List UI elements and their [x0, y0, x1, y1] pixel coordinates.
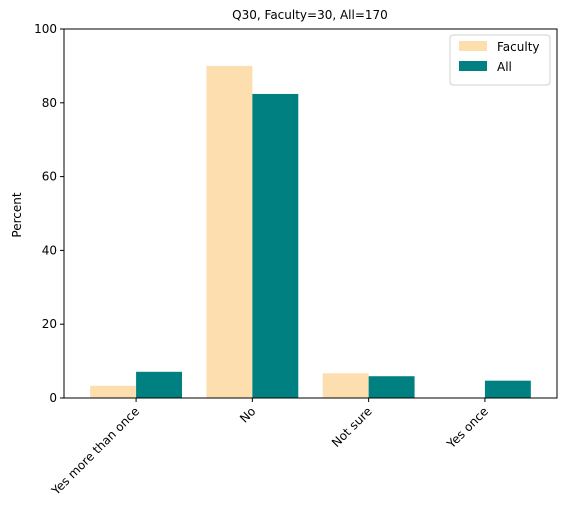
x-tick-label: Yes once	[444, 404, 491, 451]
y-tick-label: 0	[49, 391, 57, 405]
y-axis-label: Percent	[10, 192, 24, 237]
x-tick-label: Yes more than once	[48, 404, 142, 498]
chart-title: Q30, Faculty=30, All=170	[232, 8, 388, 22]
legend-label-all: All	[497, 60, 512, 74]
bar-faculty-0	[90, 385, 137, 398]
x-axis: Yes more than once No Not sure Yes once	[48, 398, 491, 498]
bar-faculty-1	[206, 65, 253, 399]
legend-swatch-all	[459, 61, 487, 71]
bar-all-3	[484, 380, 531, 398]
y-tick-label: 20	[42, 317, 57, 331]
x-tick-label: Not sure	[329, 404, 375, 450]
bars-group	[90, 65, 531, 399]
bar-faculty-2	[322, 373, 369, 398]
y-axis: 0 20 40 60 80 100	[34, 22, 64, 405]
bar-all-0	[136, 371, 183, 398]
plot-frame	[63, 28, 558, 399]
bar-all-2	[368, 376, 415, 398]
legend-label-faculty: Faculty	[497, 40, 540, 54]
bar-all-1	[252, 93, 299, 398]
x-tick-label: No	[237, 404, 258, 425]
y-tick-label: 60	[42, 170, 57, 184]
y-tick-label: 40	[42, 243, 57, 257]
legend: Faculty All	[449, 34, 551, 86]
legend-swatch-faculty	[459, 41, 487, 51]
y-tick-label: 80	[42, 96, 57, 110]
y-tick-label: 100	[34, 22, 57, 36]
